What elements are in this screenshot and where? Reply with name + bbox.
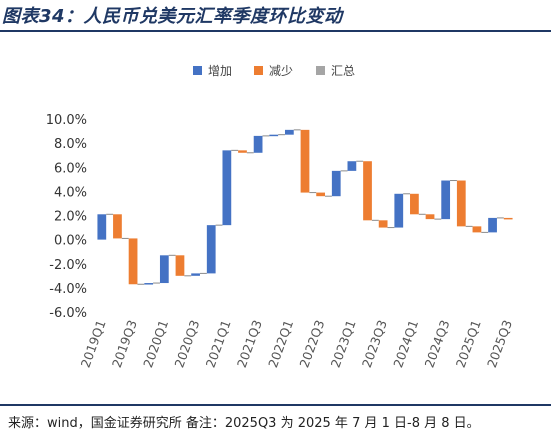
bar-2020Q2 <box>175 255 185 276</box>
bar-2024Q1 <box>410 193 419 215</box>
x-tick-label: 2022Q1 <box>265 318 296 370</box>
bar-2022Q4 <box>331 170 341 197</box>
x-tick-label: 2023Q1 <box>328 318 359 370</box>
bar-2022Q3 <box>316 192 325 197</box>
x-tick-label: 2023Q3 <box>359 318 390 370</box>
bar-2019Q2 <box>113 214 122 239</box>
bar-2019Q3 <box>128 238 138 285</box>
x-tick-label: 2020Q3 <box>171 318 202 370</box>
x-tick-label: 2024Q1 <box>390 318 421 370</box>
bar-2021Q4 <box>269 134 279 137</box>
legend-swatch-0 <box>193 66 202 75</box>
bar-2019Q1 <box>97 214 107 240</box>
bar-2023Q2 <box>363 161 372 221</box>
bar-2023Q1 <box>347 161 357 171</box>
x-tick-label: 2020Q1 <box>140 318 171 370</box>
x-tick-label: 2019Q1 <box>78 318 109 370</box>
bar-2021Q2 <box>238 150 247 153</box>
y-tick-label: 2.0% <box>54 210 87 225</box>
bar-2020Q3 <box>191 273 200 276</box>
bar-2025Q1 <box>472 226 482 233</box>
y-tick-label: -2.0% <box>49 258 87 273</box>
bar-2020Q4 <box>206 225 216 274</box>
x-tick-label: 2025Q3 <box>484 318 515 370</box>
legend-swatch-2 <box>316 66 325 75</box>
bar-2021Q3 <box>253 135 263 153</box>
bar-2024Q2 <box>425 214 435 220</box>
bar-2022Q1 <box>284 129 294 135</box>
legend-label-2: 汇总 <box>331 64 355 78</box>
y-tick-label: 6.0% <box>54 161 87 176</box>
bar-2021Q1 <box>222 150 232 226</box>
x-tick-label: 2022Q3 <box>296 318 327 370</box>
bar-2023Q3 <box>378 220 388 228</box>
y-axis: 10.0% 8.0% 6.0% 4.0% 2.0% 0.0% -2.0% -4.0% -6.0% <box>46 113 87 321</box>
x-tick-label: 2025Q1 <box>453 318 484 370</box>
title-divider <box>0 30 551 32</box>
chart-title: 图表34：人民币兑美元汇率季度环比变动 <box>2 6 343 27</box>
bar-2024Q4 <box>456 180 466 227</box>
legend: 增加 减少 汇总 <box>193 64 355 78</box>
bar-2025Q3 <box>503 217 513 220</box>
footer-divider <box>0 404 551 406</box>
x-tick-label: 2024Q3 <box>421 318 452 370</box>
legend-label-1: 减少 <box>269 64 293 78</box>
y-tick-label: -4.0% <box>49 282 87 297</box>
bar-2023Q4 <box>394 193 404 228</box>
bar-2020Q1 <box>159 255 169 284</box>
source-note: 来源：wind，国金证券研究所 备注：2025Q3 为 2025 年 7 月 1… <box>8 416 480 431</box>
legend-swatch-1 <box>254 66 263 75</box>
x-tick-label: 2019Q3 <box>109 318 140 370</box>
x-tick-label: 2021Q3 <box>234 318 265 370</box>
bars <box>97 129 513 285</box>
y-tick-label: 0.0% <box>54 234 87 249</box>
y-tick-label: -6.0% <box>49 306 87 321</box>
y-tick-label: 4.0% <box>54 185 87 200</box>
bar-2019Q4 <box>144 283 154 285</box>
bar-2022Q2 <box>300 129 310 193</box>
x-tick-label: 2021Q1 <box>203 318 234 370</box>
legend-label-0: 增加 <box>208 64 232 78</box>
x-axis: 2019Q1 2019Q3 2020Q1 2020Q3 2021Q1 2021Q3 2022… <box>78 318 515 370</box>
bar-2025Q2 <box>488 217 497 233</box>
y-tick-label: 8.0% <box>54 137 87 152</box>
y-tick-label: 10.0% <box>46 113 87 128</box>
bar-2024Q3 <box>441 180 451 220</box>
